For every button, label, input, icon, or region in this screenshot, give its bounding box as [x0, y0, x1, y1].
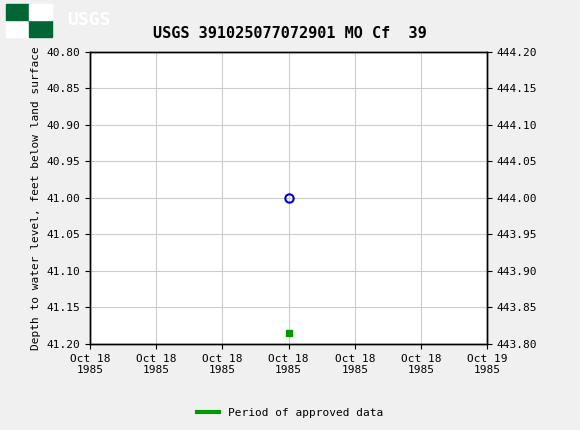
Bar	[6, 4, 52, 37]
Bar	[6, 4, 29, 20]
Text: USGS: USGS	[67, 12, 110, 29]
Bar	[6, 20, 29, 37]
Text: USGS 391025077072901 MO Cf  39: USGS 391025077072901 MO Cf 39	[153, 26, 427, 41]
Text: ▓▓
USGS: ▓▓ USGS	[8, 10, 31, 31]
Bar	[29, 20, 52, 37]
Y-axis label: Depth to water level, feet below land surface: Depth to water level, feet below land su…	[31, 46, 41, 350]
Bar	[29, 4, 52, 20]
Legend: Period of approved data: Period of approved data	[193, 403, 387, 422]
